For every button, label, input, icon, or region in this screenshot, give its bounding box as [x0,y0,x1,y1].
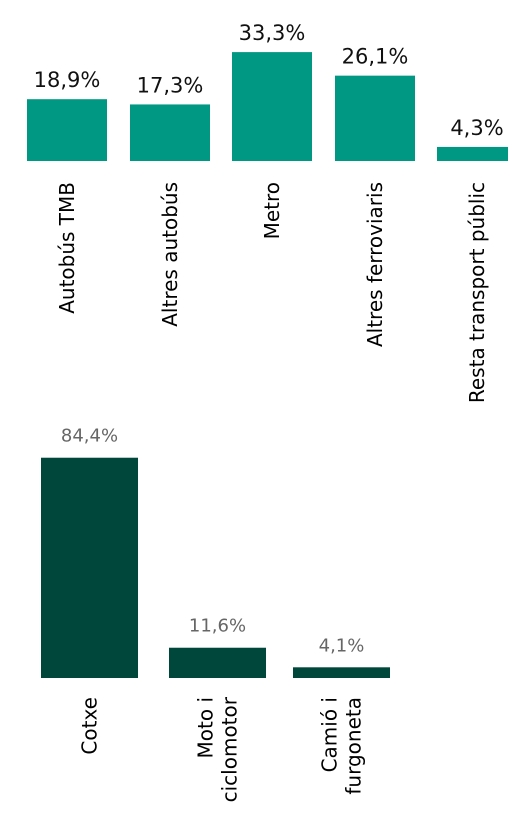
value-label-autobus-tmb: 18,9% [34,68,101,92]
bar-camio-i-furgoneta [293,667,390,678]
value-label-metro: 33,3% [239,21,306,45]
bar-metro [232,52,312,161]
value-label-altres-ferroviaris: 26,1% [342,45,409,69]
category-label-autobus-tmb: Autobús TMB [55,182,79,314]
category-label-metro: Metro [260,182,284,239]
bar-autobus-tmb [27,99,107,161]
category-label-furgoneta: furgoneta [342,697,366,795]
category-label-ciclomotor: ciclomotor [218,696,242,802]
category-label-cotxe: Cotxe [78,697,102,755]
category-label-moto-i: Moto i [194,697,218,758]
bar-cotxe [41,457,138,678]
private-vehicle-chart: 84,4% Cotxe 11,6% Moto i ciclomotor 4,1% Camió… [41,426,390,802]
category-label-altres-autobus: Altres autobús [158,182,182,327]
bar-resta-transport-public [437,146,508,161]
value-label-altres-autobus: 17,3% [137,73,204,97]
bar-altres-ferroviaris [335,75,415,161]
category-label-resta-transport-public: Resta transport públic [465,182,489,403]
value-label-moto-i-ciclomotor: 11,6% [189,616,246,637]
category-label-camio-i: Camió i [318,697,342,772]
bar-moto-i-ciclomotor [169,647,266,678]
category-label-altres-ferroviaris: Altres ferroviaris [363,182,387,347]
value-label-cotxe: 84,4% [61,426,118,447]
public-transport-chart: 18,9% Autobús TMB 17,3% Altres autobús 33,3%… [27,21,508,403]
bar-altres-autobus [130,104,210,161]
value-label-resta-transport-public: 4,3% [450,116,503,140]
value-label-camio-i-furgoneta: 4,1% [319,635,365,656]
